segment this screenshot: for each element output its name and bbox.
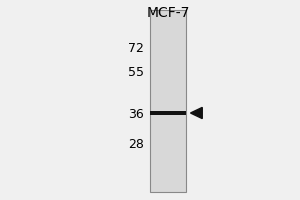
Text: 36: 36 xyxy=(128,108,144,120)
Bar xyxy=(150,111,186,115)
Text: 55: 55 xyxy=(128,66,144,78)
Bar xyxy=(150,10,186,192)
Text: 28: 28 xyxy=(128,138,144,150)
Text: 72: 72 xyxy=(128,42,144,54)
Polygon shape xyxy=(190,107,202,119)
Text: MCF-7: MCF-7 xyxy=(146,6,190,20)
